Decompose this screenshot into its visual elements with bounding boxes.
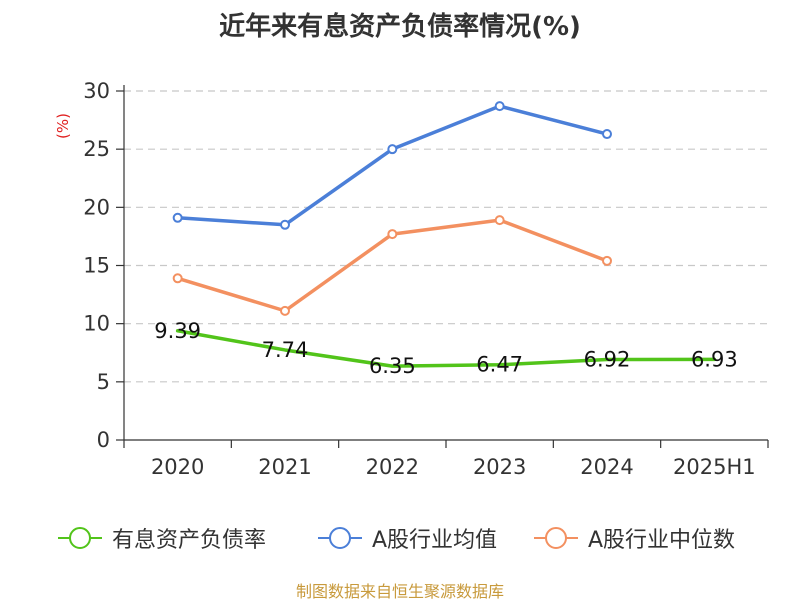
data-point: [387, 229, 398, 240]
data-point: [280, 305, 290, 316]
legend-item-series-1[interactable]: A股行业均值: [318, 518, 497, 558]
data-label: 9.39: [154, 319, 201, 343]
legend-label: A股行业均值: [372, 528, 498, 553]
legend-marker-icon: [534, 526, 578, 550]
series-line-0: [175, 329, 717, 368]
source-text: 制图数据来自恒生聚源数据库: [295, 582, 504, 601]
y-tick-label: 5: [97, 370, 110, 394]
data-label: 6.92: [584, 347, 631, 371]
x-tick-label: 2020: [151, 455, 204, 479]
data-label: 6.47: [476, 353, 523, 377]
y-axis-label: (%): [54, 113, 72, 139]
legend-marker-icon: [318, 526, 362, 550]
legend-item-series-2[interactable]: A股行业中位数: [534, 518, 735, 558]
x-tick-label: 2021: [258, 455, 311, 479]
data-point: [602, 129, 612, 140]
x-tick-label: 2023: [473, 455, 526, 479]
data-point: [387, 144, 398, 155]
chart-title: 近年来有息资产负债率情况(%): [219, 12, 581, 42]
x-tick-label: 2022: [366, 455, 419, 479]
y-tick-label: 15: [83, 254, 110, 278]
data-point: [172, 212, 183, 223]
legend: 有息资产负债率 A股行业均值 A股行业中位数: [0, 518, 800, 558]
data-label: 6.35: [369, 354, 416, 378]
y-tick-label: 20: [83, 195, 110, 219]
x-tick-label: 2024: [580, 455, 633, 479]
legend-label: 有息资产负债率: [112, 528, 267, 553]
y-tick-label: 30: [83, 79, 110, 103]
data-point: [172, 273, 183, 284]
data-point: [494, 215, 505, 226]
data-point: [602, 255, 612, 266]
y-tick-label: 0: [97, 428, 110, 452]
data-label: 7.74: [262, 338, 309, 362]
legend-item-series-0[interactable]: 有息资产负债率: [58, 518, 266, 558]
x-tick-label: 2025H1: [673, 455, 756, 479]
data-label: 6.93: [691, 347, 738, 371]
data-point: [494, 101, 505, 112]
y-tick-label: 10: [83, 312, 110, 336]
y-tick-label: 25: [83, 137, 110, 161]
legend-label: A股行业中位数: [588, 528, 736, 553]
data-point: [280, 219, 290, 230]
legend-marker-icon: [58, 526, 102, 550]
